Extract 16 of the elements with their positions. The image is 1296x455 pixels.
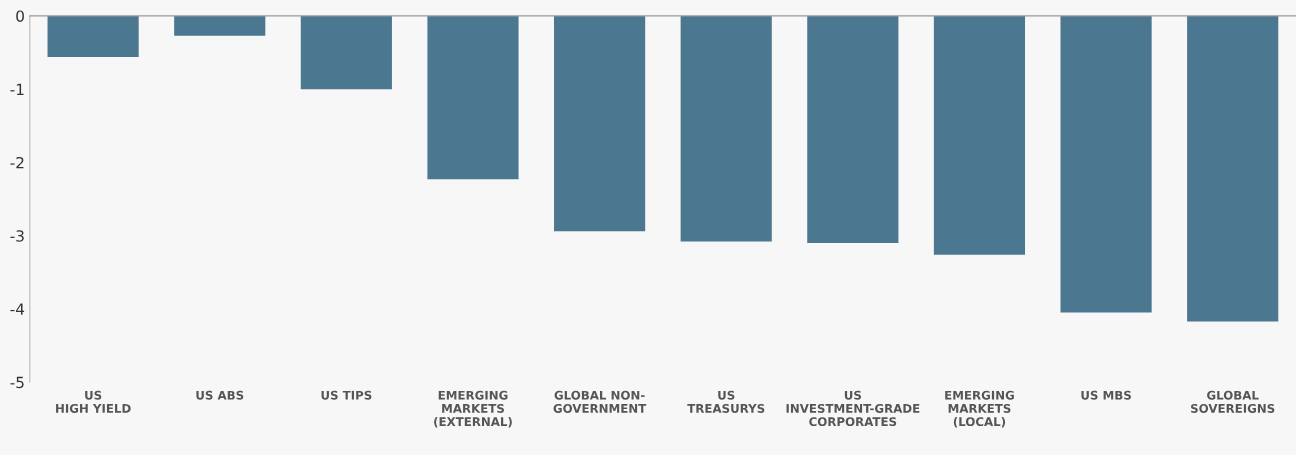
y-tick-label: -4 [10, 303, 25, 315]
y-tick-label: -5 [10, 376, 24, 389]
x-tick-label: EMERGING MARKETS (LOCAL) [945, 390, 1014, 428]
y-tick-label: -2 [10, 156, 24, 169]
x-tick-label: US INVESTMENT-GRADE CORPORATES [786, 390, 920, 427]
y-tick-label: -3 [10, 230, 24, 242]
x-tick-label: US TREASURYS [687, 390, 765, 413]
x-tick-label: US TIPS [321, 390, 372, 400]
x-tick-label: US MBS [1081, 390, 1131, 400]
x-tick-label: US HIGH YIELD [56, 390, 131, 413]
x-tick-label: US ABS [196, 390, 244, 400]
x-tick-label: GLOBAL NON- GOVERNMENT [553, 390, 647, 413]
y-tick-label: -1 [10, 83, 24, 95]
x-tick-label: EMERGING MARKETS (EXTERNAL) [434, 390, 512, 428]
y-tick-label: 0 [16, 10, 24, 22]
x-tick-label: GLOBAL SOVEREIGNS [1191, 390, 1275, 413]
